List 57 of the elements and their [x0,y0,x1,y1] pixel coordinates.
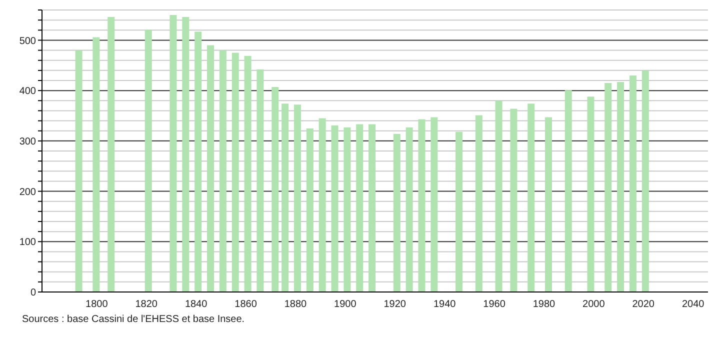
bar [406,127,413,292]
x-tick-label: 1820 [135,299,158,310]
y-tick-label: 400 [19,86,36,98]
y-tick-label: 0 [30,288,36,299]
y-tick-label: 500 [19,36,36,47]
bar [495,100,502,292]
bar [368,124,376,292]
bar [194,32,202,292]
bar [564,90,572,292]
x-tick-label: 1800 [86,299,108,310]
bar [75,50,82,292]
x-tick-label: 1900 [334,299,357,310]
bar [219,50,226,292]
bar [475,115,482,292]
bar [629,75,636,292]
bar [318,118,326,292]
source-note: Sources : base Cassini de l'EHESS et base Insee. [22,314,246,326]
y-tick-label: 200 [19,186,36,198]
bar [510,108,518,292]
x-tick-label: 1840 [184,299,208,310]
bar [456,132,463,292]
bar [294,104,301,292]
bar [272,87,279,292]
bar [232,52,239,292]
bar [418,119,426,292]
y-tick-label: 300 [19,136,36,148]
x-tick-label: 2040 [682,299,705,310]
bar [344,127,351,292]
bar [617,82,624,292]
x-tick-label: 1940 [433,299,456,310]
bar [528,104,535,292]
bar [393,134,400,292]
x-tick-label: 2000 [582,299,606,310]
bar [92,37,100,292]
x-tick-label: 1920 [384,299,406,310]
x-tick-label: 1860 [234,299,258,310]
x-tick-label: 2020 [632,299,655,310]
bar [604,83,612,292]
bar [282,104,289,292]
x-tick-label: 1880 [284,299,308,310]
x-tick-label: 1980 [532,299,556,310]
bar [331,125,338,292]
bar [642,70,649,292]
bar [544,117,552,292]
bar [144,30,152,292]
y-tick-label: 100 [19,237,36,248]
bar [306,128,314,292]
bar [108,17,115,292]
bar [430,117,438,292]
bar [587,96,594,292]
bar [256,69,264,292]
bar [244,56,252,292]
bar [182,17,190,292]
x-tick-label: 1960 [483,299,506,310]
bar [356,124,364,292]
bar [207,45,214,292]
bar [170,15,177,292]
